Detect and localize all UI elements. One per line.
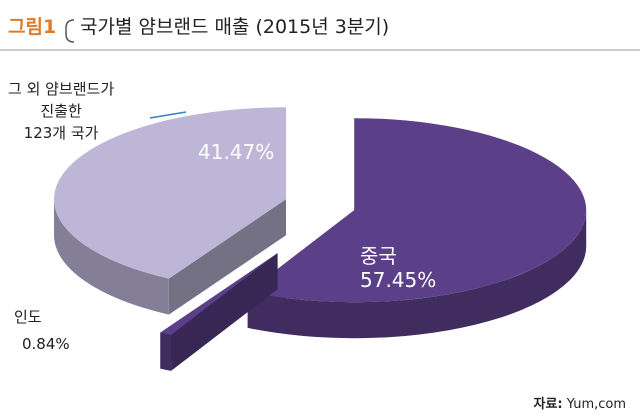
- slice-side: [168, 199, 287, 315]
- pie-slice: [54, 107, 287, 315]
- pie-slice: [247, 118, 587, 339]
- source: 자료: Yum,com: [533, 393, 626, 412]
- category-label: 인도: [14, 308, 42, 326]
- slice-rim: [160, 332, 172, 371]
- slice-side: [160, 253, 278, 369]
- slice-top: [160, 253, 278, 335]
- category-label: 그 외 얌브랜드가 진출한 123개 국가: [8, 80, 115, 142]
- title-bracket: [65, 19, 75, 43]
- source-text: Yum,com: [566, 397, 626, 412]
- source-label: 자료:: [533, 397, 563, 412]
- value-label: 57.45%: [360, 268, 437, 292]
- figure-label: 그림1: [8, 16, 57, 38]
- slice-rim: [54, 199, 169, 315]
- slice-top: [247, 118, 587, 303]
- leader-line: [149, 111, 187, 119]
- slice-top: [54, 107, 287, 279]
- chart-title: 국가별 얌브랜드 매출 (2015년 3분기): [80, 16, 390, 38]
- value-label: 41.47%: [198, 140, 275, 164]
- value-label: 0.84%: [22, 335, 70, 353]
- pie-slice: [160, 253, 278, 371]
- category-label: 중국: [360, 244, 397, 268]
- slice-rim: [247, 210, 587, 339]
